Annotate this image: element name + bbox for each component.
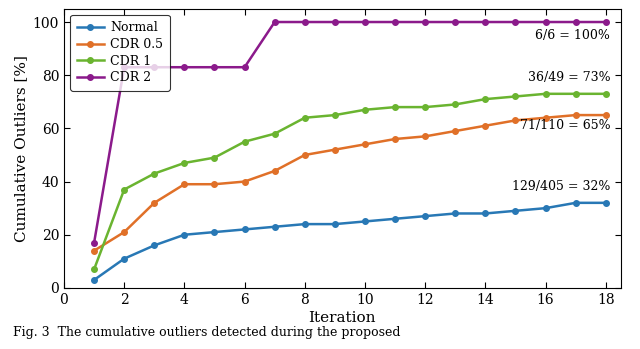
Normal [241, 227, 248, 231]
Text: 6/6 = 100%: 6/6 = 100% [536, 29, 611, 42]
CDR 0.5 [241, 179, 248, 184]
CDR 0.5 [602, 113, 609, 117]
CDR 2 [180, 65, 188, 69]
CDR 1 [90, 267, 98, 272]
Text: 129/405 = 32%: 129/405 = 32% [512, 180, 611, 193]
Normal [211, 230, 218, 234]
Normal [301, 222, 308, 226]
CDR 1 [361, 108, 369, 112]
CDR 2 [301, 20, 308, 24]
Normal [180, 233, 188, 237]
Normal [451, 211, 459, 216]
CDR 1 [271, 132, 278, 136]
Normal [90, 278, 98, 282]
CDR 2 [481, 20, 489, 24]
CDR 2 [541, 20, 549, 24]
CDR 2 [120, 65, 128, 69]
Normal [511, 209, 519, 213]
CDR 2 [241, 65, 248, 69]
CDR 0.5 [572, 113, 579, 117]
Normal [541, 206, 549, 210]
CDR 1 [120, 187, 128, 192]
CDR 2 [331, 20, 339, 24]
CDR 0.5 [361, 142, 369, 147]
Normal [361, 220, 369, 224]
CDR 1 [421, 105, 429, 109]
CDR 2 [511, 20, 519, 24]
CDR 1 [451, 102, 459, 106]
CDR 0.5 [211, 182, 218, 186]
Y-axis label: Cumulative Outliers [%]: Cumulative Outliers [%] [15, 55, 29, 242]
CDR 0.5 [481, 124, 489, 128]
CDR 1 [481, 97, 489, 101]
CDR 1 [541, 92, 549, 96]
Normal [150, 243, 158, 247]
Text: 36/49 = 73%: 36/49 = 73% [527, 71, 611, 84]
CDR 0.5 [391, 137, 399, 141]
CDR 0.5 [301, 153, 308, 157]
CDR 2 [90, 240, 98, 245]
CDR 0.5 [180, 182, 188, 186]
Line: CDR 0.5: CDR 0.5 [92, 112, 609, 253]
CDR 2 [211, 65, 218, 69]
CDR 2 [421, 20, 429, 24]
Normal [602, 201, 609, 205]
Line: Normal: Normal [92, 200, 609, 283]
CDR 0.5 [541, 116, 549, 120]
Text: Fig. 3  The cumulative outliers detected during the proposed: Fig. 3 The cumulative outliers detected … [13, 326, 400, 339]
CDR 1 [331, 113, 339, 117]
CDR 1 [511, 94, 519, 98]
CDR 0.5 [451, 129, 459, 133]
CDR 2 [602, 20, 609, 24]
Line: CDR 2: CDR 2 [92, 19, 609, 245]
CDR 1 [602, 92, 609, 96]
Normal [331, 222, 339, 226]
CDR 1 [391, 105, 399, 109]
CDR 0.5 [150, 201, 158, 205]
CDR 2 [572, 20, 579, 24]
CDR 2 [150, 65, 158, 69]
CDR 0.5 [331, 148, 339, 152]
Legend: Normal, CDR 0.5, CDR 1, CDR 2: Normal, CDR 0.5, CDR 1, CDR 2 [70, 15, 170, 91]
Normal [421, 214, 429, 218]
CDR 2 [271, 20, 278, 24]
CDR 1 [211, 156, 218, 160]
CDR 2 [391, 20, 399, 24]
CDR 2 [361, 20, 369, 24]
CDR 0.5 [120, 230, 128, 234]
Normal [481, 211, 489, 216]
CDR 1 [301, 116, 308, 120]
X-axis label: Iteration: Iteration [308, 311, 376, 325]
CDR 0.5 [421, 134, 429, 139]
CDR 0.5 [511, 118, 519, 122]
CDR 1 [150, 171, 158, 176]
Normal [120, 257, 128, 261]
CDR 0.5 [271, 169, 278, 173]
Text: 71/110 = 65%: 71/110 = 65% [520, 119, 611, 132]
Line: CDR 1: CDR 1 [92, 91, 609, 272]
CDR 1 [572, 92, 579, 96]
CDR 1 [180, 161, 188, 165]
CDR 0.5 [90, 248, 98, 253]
CDR 1 [241, 140, 248, 144]
Normal [391, 217, 399, 221]
CDR 2 [451, 20, 459, 24]
Normal [271, 225, 278, 229]
Normal [572, 201, 579, 205]
